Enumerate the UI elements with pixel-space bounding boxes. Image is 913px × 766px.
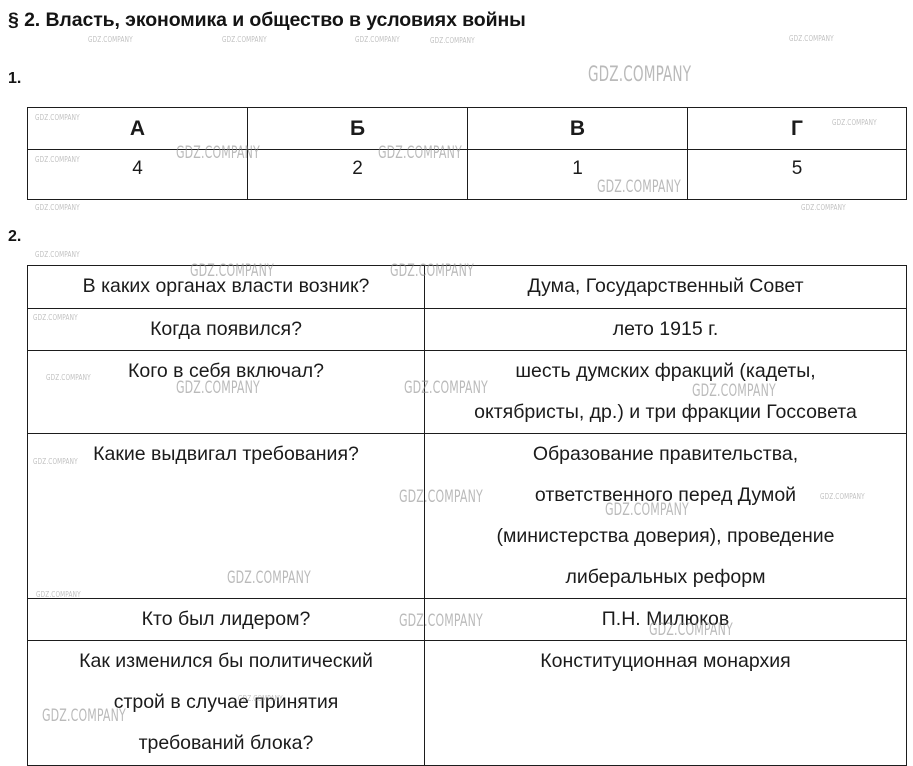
bloc-question-1: В каких органах власти возник? bbox=[27, 265, 425, 309]
table-row-headers: А Б В Г bbox=[27, 107, 907, 150]
watermark: GDZ.COMPANY bbox=[35, 203, 80, 212]
bloc-question-6-line-2: строй в случае принятия bbox=[113, 691, 339, 713]
table-row: Какие выдвигал требования? Образование п… bbox=[27, 433, 907, 599]
watermark: GDZ.COMPANY bbox=[789, 34, 834, 43]
bloc-question-4: Какие выдвигал требования? bbox=[27, 433, 425, 599]
table-row: Кого в себя включал? шесть думских фракц… bbox=[27, 350, 907, 434]
bloc-answer-2: лето 1915 г. bbox=[424, 308, 907, 351]
watermark: GDZ.COMPANY bbox=[430, 36, 475, 45]
bloc-answer-3-line-2: октябристы, др.) и три фракции Госсовета bbox=[474, 401, 857, 423]
bloc-answer-4-line-1: Образование правительства, bbox=[532, 443, 799, 465]
bloc-answer-4-line-3: (министерства доверия), проведение bbox=[496, 525, 835, 547]
bloc-answer-4-line-2: ответственного перед Думой bbox=[534, 484, 797, 506]
bloc-answer-5: П.Н. Милюков bbox=[424, 598, 907, 641]
table-row: Как изменился бы политический строй в сл… bbox=[27, 640, 907, 766]
bloc-answer-4-line-4: либеральных реформ bbox=[565, 566, 766, 588]
watermark: GDZ.COMPANY bbox=[355, 35, 400, 44]
match-answer-g: 5 bbox=[687, 149, 907, 200]
table-row: Кто был лидером? П.Н. Милюков bbox=[27, 598, 907, 641]
match-header-v: В bbox=[467, 107, 688, 150]
bloc-question-6-line-1: Как изменился бы политический bbox=[79, 650, 373, 672]
watermark: GDZ.COMPANY bbox=[222, 35, 267, 44]
bloc-answer-6: Конституционная монархия bbox=[424, 640, 907, 766]
match-answer-b: 2 bbox=[247, 149, 468, 200]
match-answer-v: 1 bbox=[467, 149, 688, 200]
bloc-answer-3: шесть думских фракций (кадеты, октябрист… bbox=[424, 350, 907, 434]
match-header-g: Г bbox=[687, 107, 907, 150]
watermark: GDZ.COMPANY bbox=[801, 203, 846, 212]
table-row: Когда появился? лето 1915 г. bbox=[27, 308, 907, 351]
bloc-question-3: Кого в себя включал? bbox=[27, 350, 425, 434]
match-header-a: А bbox=[27, 107, 248, 150]
table-row-answers: 4 2 1 5 bbox=[27, 149, 907, 200]
watermark: GDZ.COMPANY bbox=[88, 35, 133, 44]
bloc-answer-3-line-1: шесть думских фракций (кадеты, bbox=[515, 360, 816, 382]
answers-match-table: А Б В Г 4 2 1 5 bbox=[27, 107, 907, 200]
exercise-number-1: 1. bbox=[8, 70, 22, 87]
bloc-question-2: Когда появился? bbox=[27, 308, 425, 351]
bloc-answer-4: Образование правительства, ответственног… bbox=[424, 433, 907, 599]
bloc-question-5: Кто был лидером? bbox=[27, 598, 425, 641]
bloc-question-6: Как изменился бы политический строй в сл… bbox=[27, 640, 425, 766]
page-title: § 2. Власть, экономика и общество в усло… bbox=[8, 9, 526, 31]
match-header-b: Б bbox=[247, 107, 468, 150]
match-answer-a: 4 bbox=[27, 149, 248, 200]
watermark: GDZ.COMPANY bbox=[588, 62, 692, 86]
bloc-question-6-line-3: требований блока? bbox=[138, 732, 314, 754]
watermark: GDZ.COMPANY bbox=[35, 250, 80, 259]
table-row: В каких органах власти возник? Дума, Гос… bbox=[27, 265, 907, 309]
progressive-bloc-table: В каких органах власти возник? Дума, Гос… bbox=[27, 265, 907, 766]
exercise-number-2: 2. bbox=[8, 228, 22, 245]
bloc-answer-1: Дума, Государственный Совет bbox=[424, 265, 907, 309]
